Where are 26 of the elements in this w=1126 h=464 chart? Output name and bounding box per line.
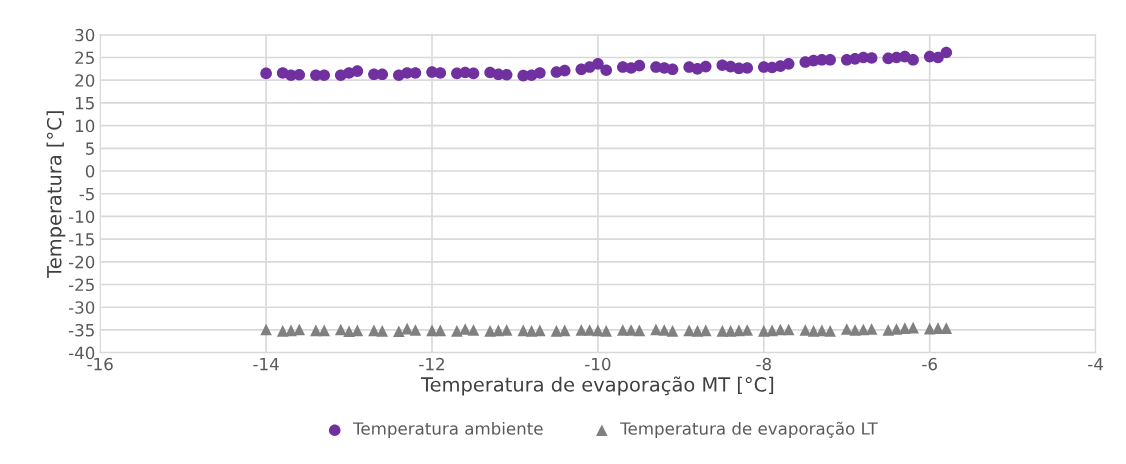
- y-tick-label: -15: [68, 233, 94, 246]
- y-tick-label: -25: [68, 278, 94, 292]
- x-tick-label: -10: [585, 357, 611, 371]
- y-tick-label: 30: [75, 28, 95, 42]
- legend-label: Temperatura de evaporação LT: [620, 421, 878, 439]
- x-tick-label: -4: [1088, 358, 1103, 371]
- y-tick-label: 5: [86, 142, 94, 155]
- y-tick-label: -5: [79, 187, 94, 201]
- x-tick-label: -16: [87, 357, 113, 371]
- y-tick-label: -30: [68, 301, 95, 314]
- x-tick-label: -12: [419, 357, 444, 371]
- x-tick-label: -6: [922, 357, 937, 371]
- y-tick-label: 25: [75, 51, 94, 65]
- y-tick-label: -10: [68, 210, 95, 223]
- y-tick-label: 10: [75, 119, 95, 133]
- y-tick-label: 15: [75, 97, 94, 110]
- x-tick-label: -14: [253, 358, 279, 371]
- y-axis-title: Temperatura [°C]: [46, 111, 66, 278]
- y-tick-label: -35: [68, 323, 94, 337]
- y-tick-label: -20: [68, 255, 95, 269]
- x-axis-title: Temperatura de evaporação MT [°C]: [420, 376, 774, 396]
- y-tick-label: 20: [75, 74, 95, 87]
- y-tick-label: 0: [85, 164, 95, 178]
- x-tick-label: -8: [756, 357, 771, 371]
- y-tick-label: -40: [68, 346, 95, 360]
- legend-label: Temperatura ambiente: [353, 421, 543, 439]
